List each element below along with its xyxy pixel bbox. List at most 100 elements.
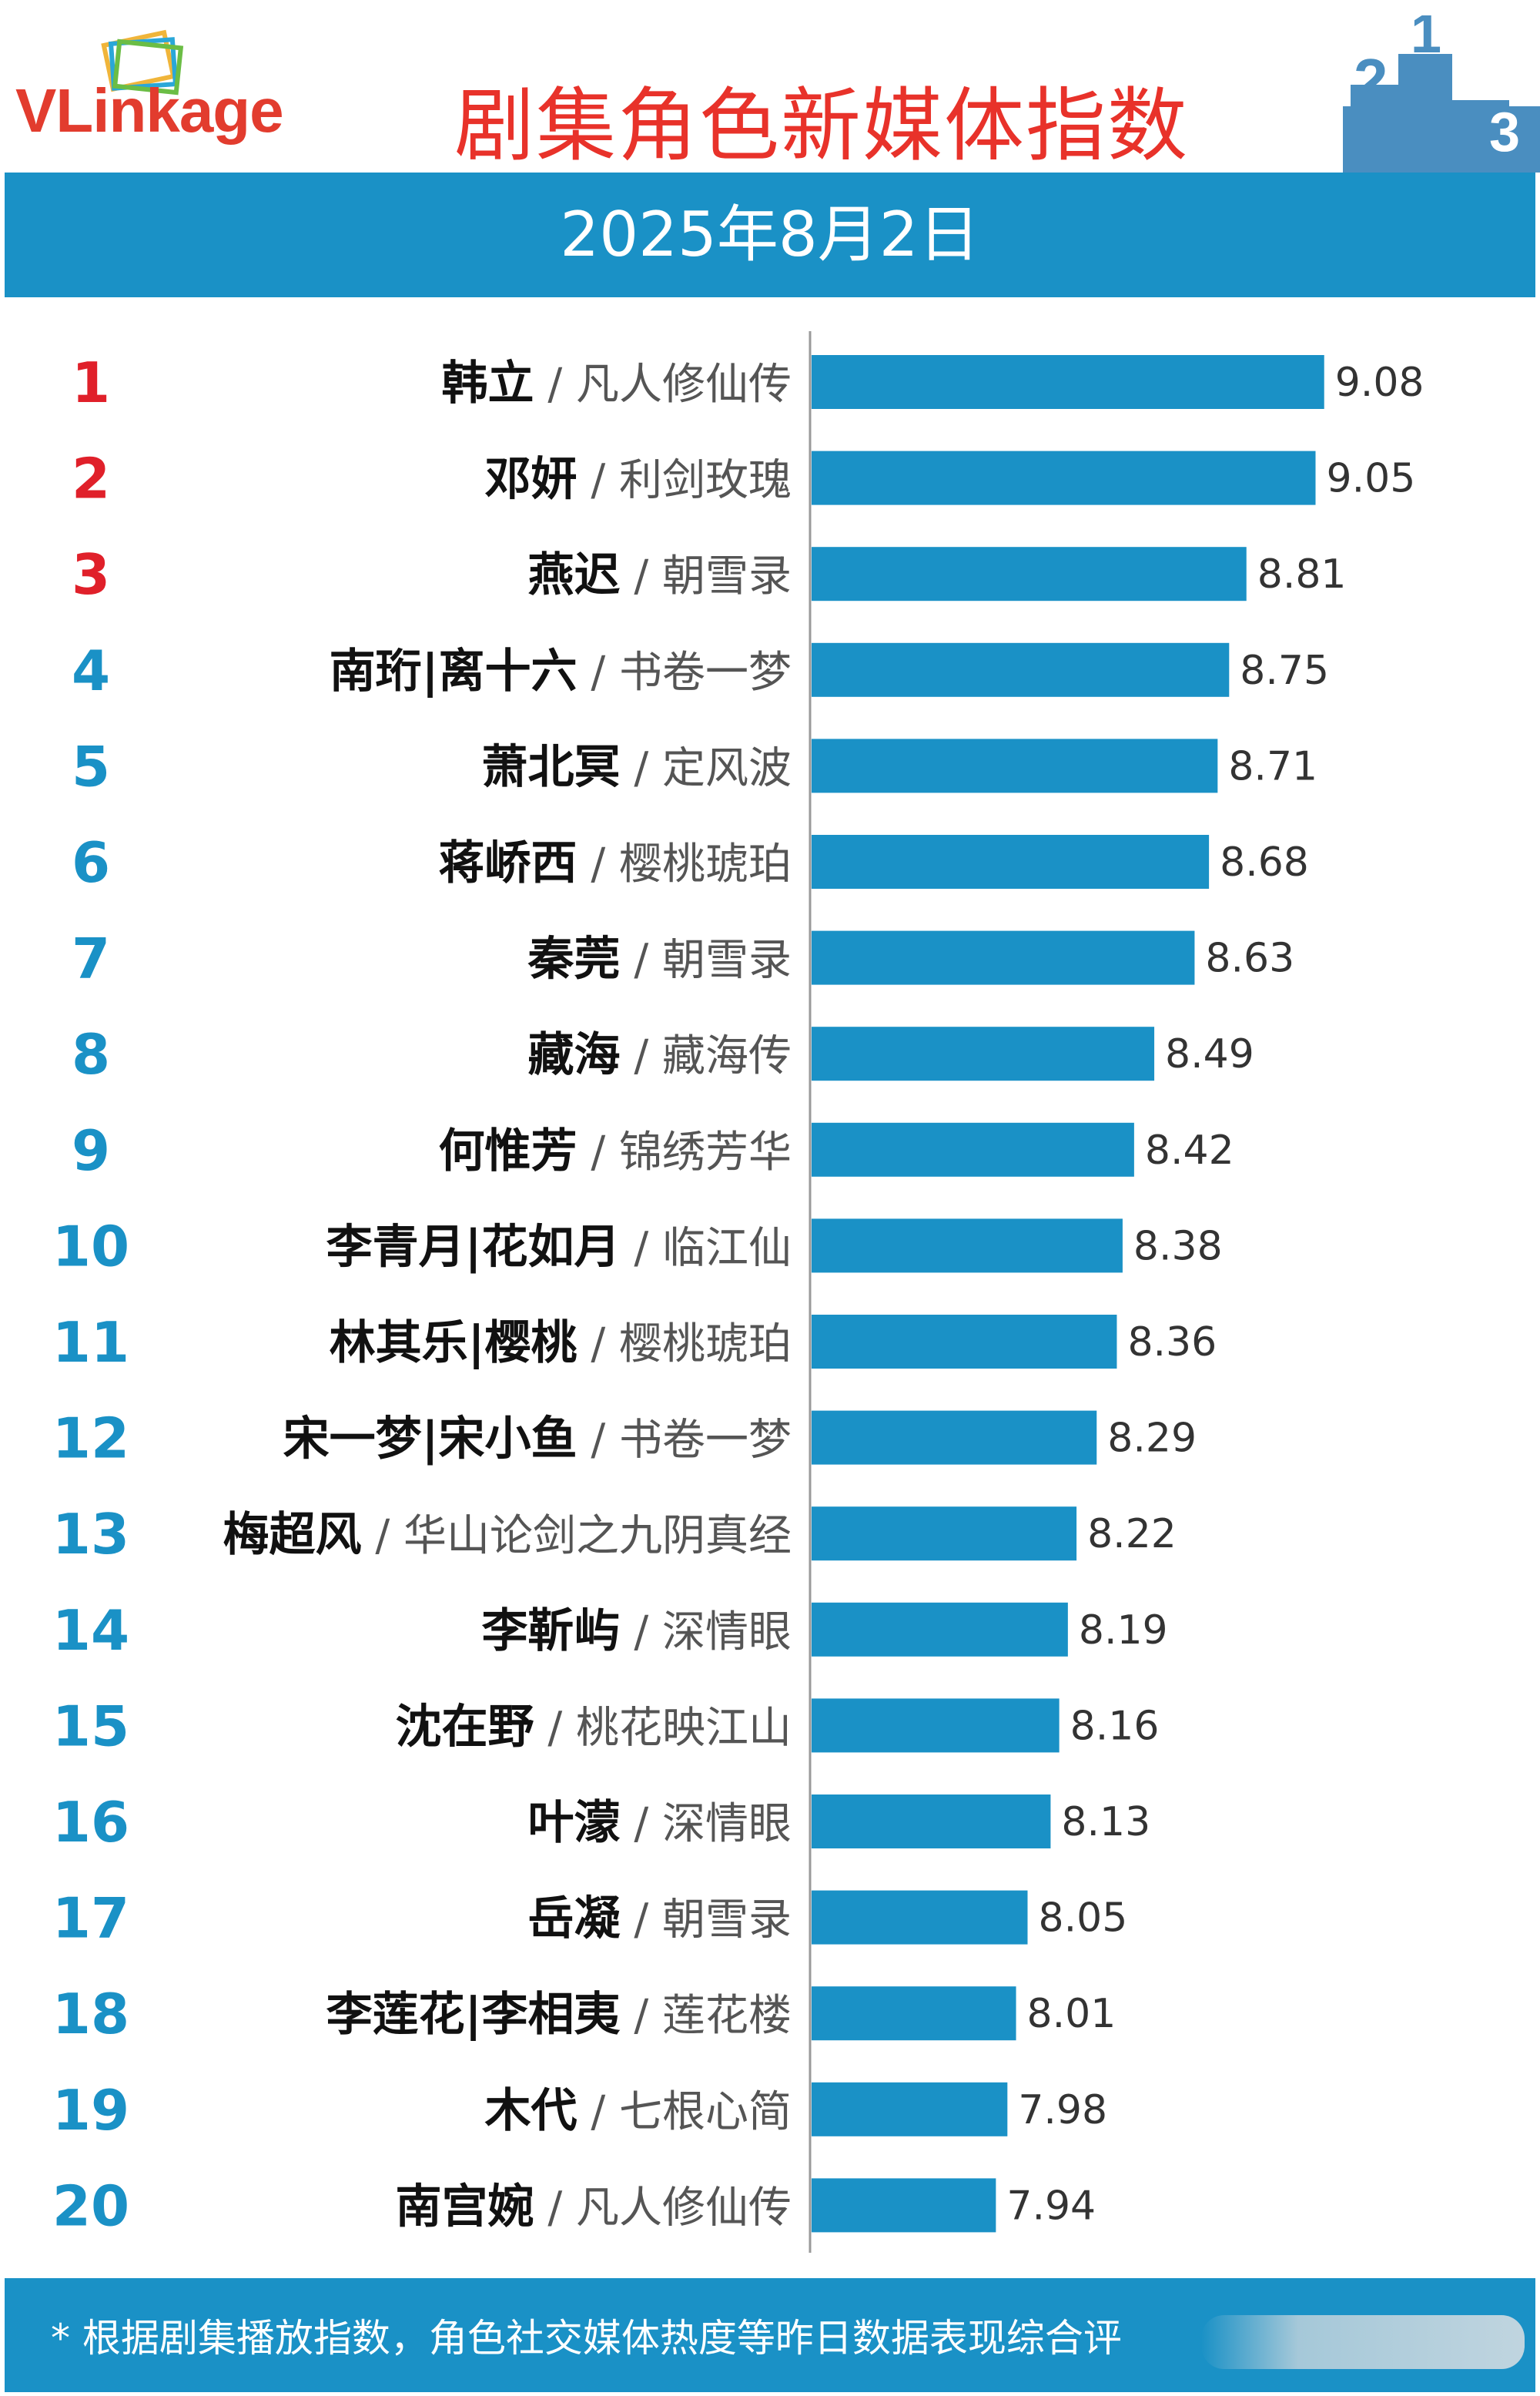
bar bbox=[812, 739, 1218, 793]
value-label: 8.71 bbox=[1228, 743, 1317, 789]
character-name: 李青月|花如月 bbox=[326, 1220, 621, 1274]
label-separator: / bbox=[621, 1799, 662, 1849]
chart-row: 10 李青月|花如月 / 临江仙 8.38 bbox=[52, 1214, 1223, 1278]
label-separator: / bbox=[578, 1319, 619, 1369]
label-separator: / bbox=[578, 839, 619, 890]
chart-row: 6 蒋峤西 / 樱桃琥珀 8.68 bbox=[72, 830, 1309, 895]
character-name: 燕迟 bbox=[528, 548, 621, 602]
character-name: 萧北冥 bbox=[482, 740, 621, 794]
row-label: 沈在野 / 桃花映江山 bbox=[396, 1700, 792, 1754]
bar bbox=[812, 1122, 1134, 1177]
character-name: 林其乐|樱桃 bbox=[330, 1316, 578, 1370]
row-label: 萧北冥 / 定风波 bbox=[482, 740, 792, 794]
chart-row: 5 萧北冥 / 定风波 8.71 bbox=[72, 734, 1317, 799]
label-separator: / bbox=[578, 648, 619, 698]
rank-number: 3 bbox=[72, 542, 110, 607]
bar bbox=[812, 451, 1316, 505]
drama-name: 朝雪录 bbox=[662, 936, 792, 986]
value-label: 8.49 bbox=[1165, 1031, 1254, 1077]
label-separator: / bbox=[621, 1223, 662, 1273]
value-label: 8.68 bbox=[1220, 839, 1309, 886]
chart-row: 7 秦莞 / 朝雪录 8.63 bbox=[72, 927, 1294, 991]
rank-number: 15 bbox=[52, 1694, 129, 1758]
chart-row: 3 燕迟 / 朝雪录 8.81 bbox=[72, 542, 1347, 607]
value-label: 9.08 bbox=[1335, 360, 1424, 406]
rank-number: 2 bbox=[72, 447, 110, 511]
bar bbox=[812, 1698, 1060, 1753]
value-label: 8.16 bbox=[1070, 1703, 1160, 1749]
row-label: 岳凝 / 朝雪录 bbox=[528, 1892, 792, 1946]
drama-name: 樱桃琥珀 bbox=[619, 1319, 792, 1369]
rank-number: 16 bbox=[52, 1790, 129, 1855]
logo-text: VLinkage bbox=[15, 75, 284, 146]
bar bbox=[812, 1506, 1077, 1561]
bar bbox=[812, 1890, 1028, 1945]
watermark bbox=[1201, 2315, 1525, 2369]
row-label: 秦莞 / 朝雪录 bbox=[527, 933, 792, 987]
label-separator: / bbox=[578, 1416, 619, 1466]
value-label: 8.01 bbox=[1027, 1991, 1116, 2037]
character-name: 木代 bbox=[485, 2084, 578, 2138]
row-label: 何惟芳 / 锦绣芳华 bbox=[439, 1124, 792, 1178]
chart-row: 9 何惟芳 / 锦绣芳华 8.42 bbox=[72, 1118, 1234, 1183]
row-label: 邓妍 / 利剑玫瑰 bbox=[485, 453, 792, 507]
row-label: 南宫婉 / 凡人修仙传 bbox=[396, 2180, 792, 2233]
character-name: 沈在野 bbox=[396, 1700, 534, 1754]
chart-row: 2 邓妍 / 利剑玫瑰 9.05 bbox=[72, 447, 1415, 511]
drama-name: 书卷一梦 bbox=[619, 648, 792, 698]
bar bbox=[812, 835, 1210, 889]
logo-cards-icon bbox=[101, 29, 184, 96]
drama-name: 华山论剑之九阴真经 bbox=[403, 1511, 792, 1561]
chart-row: 20 南宫婉 / 凡人修仙传 7.94 bbox=[52, 2173, 1096, 2238]
bar bbox=[812, 2082, 1008, 2136]
value-label: 8.22 bbox=[1087, 1511, 1177, 1557]
bar bbox=[812, 642, 1230, 697]
rank-number: 12 bbox=[52, 1406, 129, 1471]
value-label: 8.05 bbox=[1039, 1895, 1128, 1942]
value-label: 9.05 bbox=[1327, 456, 1416, 502]
drama-name: 定风波 bbox=[662, 743, 792, 793]
row-label: 李靳屿 / 深情眼 bbox=[482, 1604, 792, 1658]
row-label: 李莲花|李相夷 / 莲花楼 bbox=[326, 1988, 792, 2042]
drama-name: 利剑玫瑰 bbox=[619, 456, 792, 506]
chart-row: 1 韩立 / 凡人修仙传 9.08 bbox=[72, 350, 1424, 415]
drama-name: 七根心简 bbox=[619, 2087, 792, 2137]
drama-name: 临江仙 bbox=[662, 1223, 792, 1273]
value-label: 7.94 bbox=[1006, 2183, 1096, 2229]
ranking-chart-svg: 1 韩立 / 凡人修仙传 9.08 2 邓妍 / 利剑玫瑰 9.05 3 燕迟 / 朝雪录 8.… bbox=[52, 331, 1424, 2253]
label-separator: / bbox=[621, 1607, 662, 1657]
bar bbox=[812, 1410, 1097, 1465]
character-name: 蒋峤西 bbox=[439, 836, 578, 890]
chart-row: 19 木代 / 七根心简 7.98 bbox=[52, 2078, 1107, 2143]
character-name: 李莲花|李相夷 bbox=[326, 1988, 621, 2042]
bar bbox=[812, 1986, 1016, 2041]
character-name: 叶濛 bbox=[528, 1796, 621, 1850]
bar bbox=[812, 1218, 1123, 1273]
label-separator: / bbox=[578, 1128, 619, 1178]
page-title: 剧集角色新媒体指数 bbox=[454, 79, 1190, 173]
label-separator: / bbox=[534, 1703, 576, 1753]
drama-name: 朝雪录 bbox=[662, 1895, 792, 1945]
value-label: 8.81 bbox=[1257, 551, 1347, 598]
rank-number: 13 bbox=[52, 1502, 129, 1567]
rank-number: 9 bbox=[72, 1118, 110, 1183]
value-label: 8.19 bbox=[1079, 1607, 1168, 1654]
chart-row: 11 林其乐|樱桃 / 樱桃琥珀 8.36 bbox=[52, 1310, 1217, 1375]
drama-name: 凡人修仙传 bbox=[576, 2183, 792, 2233]
row-label: 蒋峤西 / 樱桃琥珀 bbox=[439, 836, 792, 890]
logo-text-part: V bbox=[15, 76, 56, 145]
drama-name: 深情眼 bbox=[662, 1607, 792, 1657]
drama-name: 朝雪录 bbox=[662, 551, 792, 602]
bar bbox=[812, 1027, 1155, 1081]
rank-number: 7 bbox=[72, 927, 110, 991]
row-label: 南珩|离十六 / 书卷一梦 bbox=[330, 645, 792, 699]
podium-rank-1: 1 bbox=[1411, 15, 1441, 65]
character-name: 韩立 bbox=[442, 357, 534, 411]
character-name: 梅超风 bbox=[223, 1508, 362, 1562]
rank-number: 1 bbox=[72, 350, 110, 415]
bar bbox=[812, 1315, 1117, 1369]
bar bbox=[812, 547, 1247, 602]
drama-name: 桃花映江山 bbox=[576, 1703, 792, 1753]
value-label: 8.29 bbox=[1107, 1416, 1197, 1462]
character-name: 邓妍 bbox=[485, 453, 578, 507]
